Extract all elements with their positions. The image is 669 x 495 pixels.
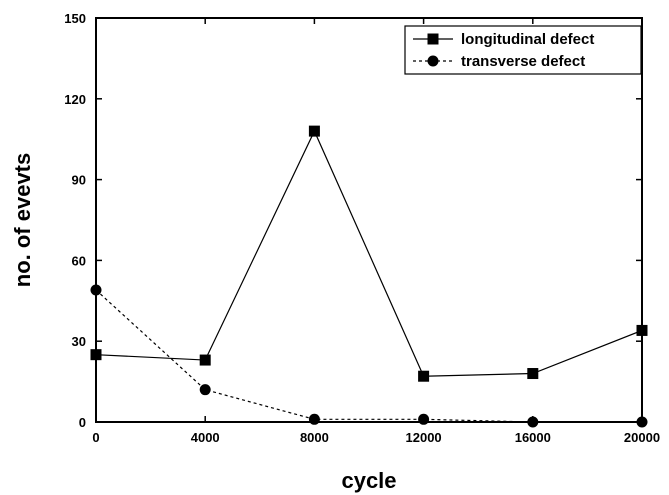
data-point bbox=[308, 413, 320, 425]
x-axis-title: cycle bbox=[341, 468, 396, 493]
y-tick-label: 0 bbox=[79, 415, 86, 430]
legend-marker bbox=[427, 33, 439, 45]
data-point bbox=[90, 284, 102, 296]
x-tick-label: 12000 bbox=[406, 430, 442, 445]
data-point bbox=[199, 354, 211, 366]
data-point bbox=[636, 324, 648, 336]
x-tick-label: 0 bbox=[92, 430, 99, 445]
series-1 bbox=[90, 284, 648, 428]
y-axis-title: no. of evevts bbox=[10, 153, 35, 287]
axes: 0 4000 8000 12000 16000 20000 0 30 60 90 120 150 bbox=[64, 11, 660, 445]
data-point bbox=[199, 384, 211, 396]
y-tick-label: 90 bbox=[72, 173, 86, 188]
series-line bbox=[95, 289, 642, 423]
x-tick-label: 4000 bbox=[191, 430, 220, 445]
y-tick-label: 120 bbox=[64, 92, 86, 107]
x-tick-label: 8000 bbox=[300, 430, 329, 445]
series-layer bbox=[90, 125, 648, 428]
plot-area bbox=[95, 17, 643, 423]
legend: longitudinal defect transverse defect bbox=[404, 25, 642, 75]
legend-label: longitudinal defect bbox=[461, 31, 594, 48]
data-point bbox=[636, 416, 648, 428]
plot-frame bbox=[95, 17, 643, 423]
legend-label: transverse defect bbox=[461, 53, 585, 70]
data-point bbox=[527, 416, 539, 428]
series-0 bbox=[90, 125, 648, 382]
data-point bbox=[90, 349, 102, 361]
legend-marker bbox=[427, 55, 439, 67]
y-tick-label: 150 bbox=[64, 11, 86, 26]
y-tick-label: 60 bbox=[72, 253, 86, 268]
data-point bbox=[308, 125, 320, 137]
data-point bbox=[418, 413, 430, 425]
series-line bbox=[95, 129, 643, 377]
x-tick-label: 20000 bbox=[624, 430, 660, 445]
data-point bbox=[418, 370, 430, 382]
y-tick-label: 30 bbox=[72, 334, 86, 349]
legend-box bbox=[404, 25, 642, 75]
data-point bbox=[527, 368, 539, 380]
x-tick-label: 16000 bbox=[515, 430, 551, 445]
